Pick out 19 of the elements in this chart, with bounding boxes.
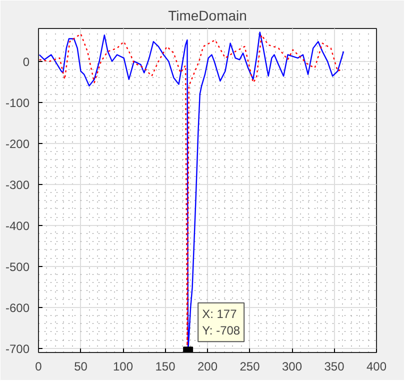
chart-title: TimeDomain: [168, 8, 247, 24]
y-tick-label: 0: [22, 54, 30, 69]
x-tick-label: 350: [324, 360, 345, 374]
x-tick-label: 50: [74, 360, 88, 374]
x-tick-label: 250: [240, 360, 260, 374]
x-tick-label: 400: [366, 360, 387, 374]
y-tick-label: -100: [5, 96, 30, 110]
y-tick-label: -700: [5, 342, 30, 356]
annotation: X: 177 Y: -708: [202, 306, 240, 338]
y-tick-label: -500: [5, 260, 30, 274]
x-tick-label: 200: [197, 360, 218, 374]
x-tick-label: 150: [155, 360, 176, 374]
y-tick-label: -200: [5, 136, 30, 151]
y-tick-label: -300: [5, 178, 30, 192]
y-tick-label: -600: [5, 300, 30, 315]
x-tick-label: 0: [35, 360, 42, 374]
x-tick-label: 100: [112, 360, 134, 374]
y-tick-label: -400: [5, 218, 30, 233]
x-tick-label: 300: [282, 360, 302, 374]
